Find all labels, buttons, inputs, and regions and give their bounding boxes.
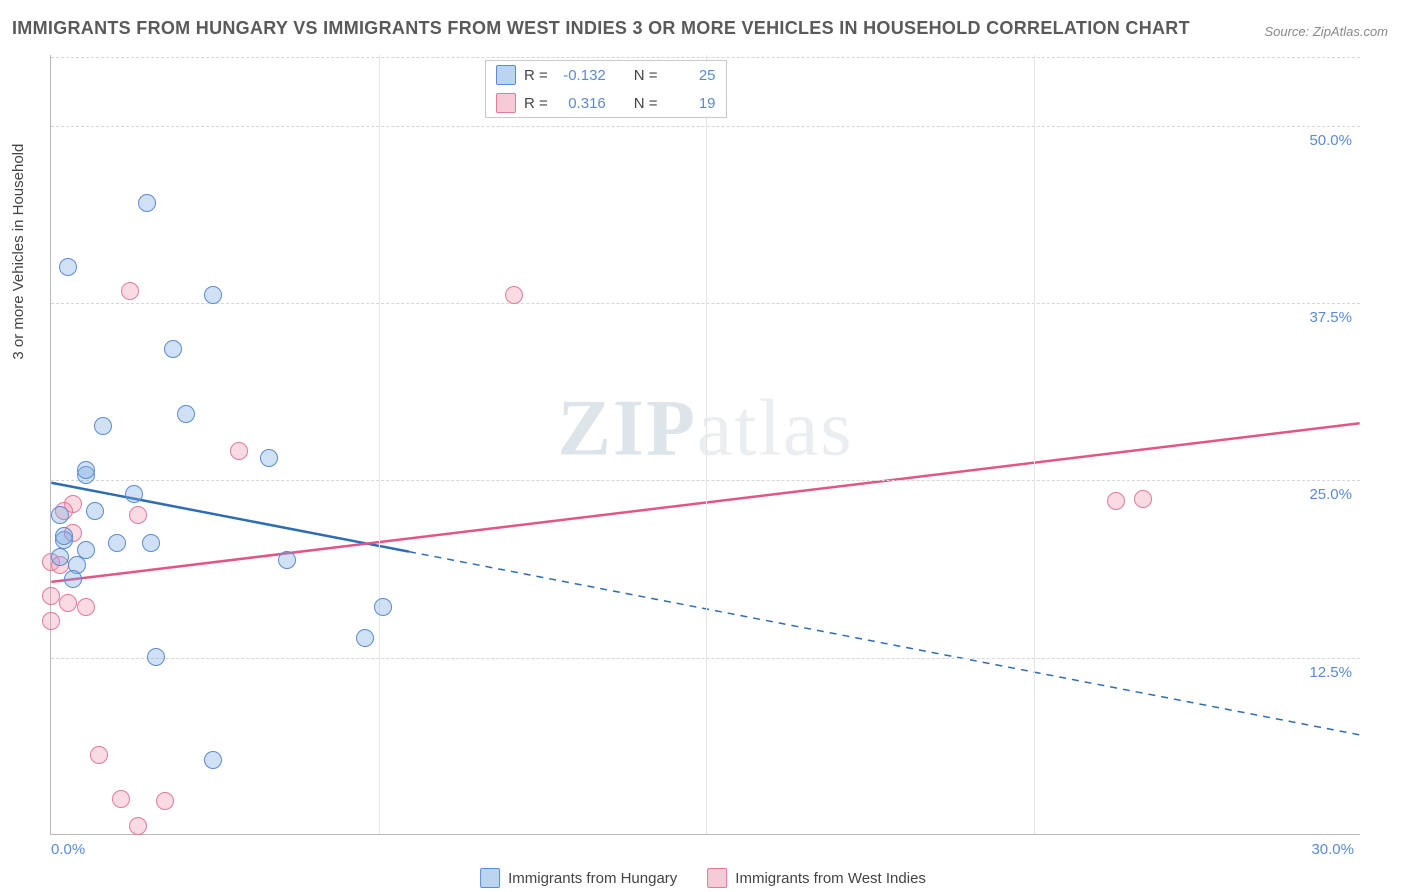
data-point — [204, 286, 222, 304]
y-tick-label: 37.5% — [1309, 309, 1352, 326]
data-point — [260, 449, 278, 467]
data-point — [42, 612, 60, 630]
gridline-v — [379, 55, 380, 834]
legend-item: Immigrants from Hungary — [480, 868, 677, 888]
data-point — [204, 751, 222, 769]
data-point — [147, 648, 165, 666]
data-point — [64, 570, 82, 588]
data-point — [90, 746, 108, 764]
stats-legend-row: R = 0.316 N = 19 — [486, 89, 726, 117]
y-tick-label: 25.0% — [1309, 486, 1352, 503]
data-point — [59, 594, 77, 612]
data-point — [230, 442, 248, 460]
data-point — [142, 534, 160, 552]
r-value: 0.316 — [556, 95, 606, 112]
stats-legend: R = -0.132 N = 25 R = 0.316 N = 19 — [485, 60, 727, 118]
data-point — [138, 194, 156, 212]
data-point — [121, 282, 139, 300]
trendline-dashed — [409, 552, 1360, 735]
data-point — [108, 534, 126, 552]
data-point — [125, 485, 143, 503]
trendline-solid — [51, 483, 409, 552]
gridline-v — [1034, 55, 1035, 834]
legend-swatch — [496, 93, 516, 113]
y-tick-label: 12.5% — [1309, 664, 1352, 681]
n-label: N = — [634, 67, 658, 84]
x-tick-label: 30.0% — [1311, 841, 1354, 858]
data-point — [156, 792, 174, 810]
legend-item: Immigrants from West Indies — [707, 868, 926, 888]
chart-title: IMMIGRANTS FROM HUNGARY VS IMMIGRANTS FR… — [12, 18, 1190, 39]
gridline-v — [706, 55, 707, 834]
r-label: R = — [524, 95, 548, 112]
data-point — [55, 527, 73, 545]
n-label: N = — [634, 95, 658, 112]
data-point — [42, 587, 60, 605]
plot-area: ZIPatlas 12.5%25.0%37.5%50.0%0.0%30.0% — [50, 55, 1360, 835]
data-point — [112, 790, 130, 808]
r-value: -0.132 — [556, 67, 606, 84]
chart-container: IMMIGRANTS FROM HUNGARY VS IMMIGRANTS FR… — [0, 0, 1406, 892]
n-value: 19 — [666, 95, 716, 112]
stats-legend-row: R = -0.132 N = 25 — [486, 61, 726, 89]
data-point — [51, 506, 69, 524]
data-point — [278, 551, 296, 569]
r-label: R = — [524, 67, 548, 84]
data-point — [1107, 492, 1125, 510]
legend-swatch — [707, 868, 727, 888]
data-point — [505, 286, 523, 304]
legend-swatch — [496, 65, 516, 85]
data-point — [374, 598, 392, 616]
data-point — [1134, 490, 1152, 508]
legend-swatch — [480, 868, 500, 888]
legend-label: Immigrants from West Indies — [735, 870, 926, 887]
x-tick-label: 0.0% — [51, 841, 85, 858]
data-point — [129, 506, 147, 524]
data-point — [77, 541, 95, 559]
legend-label: Immigrants from Hungary — [508, 870, 677, 887]
data-point — [86, 502, 104, 520]
data-point — [129, 817, 147, 835]
y-axis-title: 3 or more Vehicles in Household — [10, 144, 27, 360]
data-point — [77, 461, 95, 479]
data-point — [94, 417, 112, 435]
data-point — [51, 548, 69, 566]
y-tick-label: 50.0% — [1309, 132, 1352, 149]
data-point — [164, 340, 182, 358]
data-point — [177, 405, 195, 423]
data-point — [356, 629, 374, 647]
n-value: 25 — [666, 67, 716, 84]
data-point — [77, 598, 95, 616]
data-point — [59, 258, 77, 276]
source-attribution: Source: ZipAtlas.com — [1264, 24, 1388, 39]
series-legend: Immigrants from Hungary Immigrants from W… — [480, 868, 926, 888]
